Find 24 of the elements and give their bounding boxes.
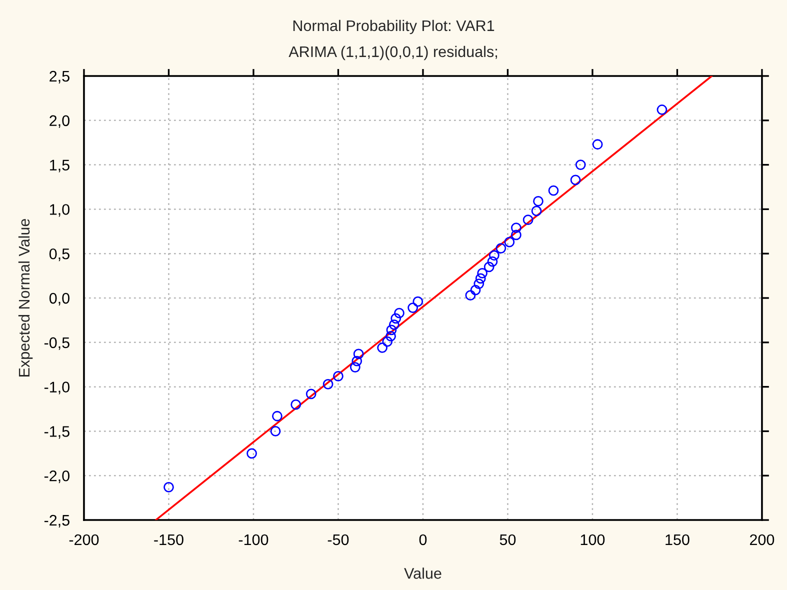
y-axis-title: Expected Normal Value xyxy=(18,219,33,376)
x-tick-label: -100 xyxy=(238,534,268,546)
y-tick-label: 1,0 xyxy=(50,204,70,217)
y-tick-label: -1,0 xyxy=(44,382,70,394)
x-tick-label: -200 xyxy=(69,534,99,546)
y-tick-label: 2,5 xyxy=(50,70,70,84)
y-tick-label: 0,5 xyxy=(49,248,70,262)
y-tick-label: -1,5 xyxy=(44,426,70,439)
x-axis-title: Value xyxy=(404,568,442,579)
y-tick-label: 2,0 xyxy=(50,115,70,128)
y-tick-label: -0,5 xyxy=(44,337,70,350)
x-tick-label: 50 xyxy=(500,534,516,546)
y-tick-label: 1,5 xyxy=(50,160,70,172)
x-tick-label: 0 xyxy=(419,534,427,546)
chart-subtitle: ARIMA (1,1,1)(0,0,1) residuals; xyxy=(288,46,497,60)
x-tick-label: -150 xyxy=(154,534,184,546)
x-tick-label: 200 xyxy=(750,534,774,546)
x-tick-label: -50 xyxy=(328,534,349,546)
x-tick-label: 100 xyxy=(580,534,605,546)
chart-title: Normal Probability Plot: VAR1 xyxy=(293,20,494,34)
x-tick-label: 150 xyxy=(666,534,690,546)
y-tick-label: 0,0 xyxy=(49,292,70,306)
y-tick-label: -2,0 xyxy=(44,470,70,484)
y-tick-label: -2,5 xyxy=(44,514,70,528)
